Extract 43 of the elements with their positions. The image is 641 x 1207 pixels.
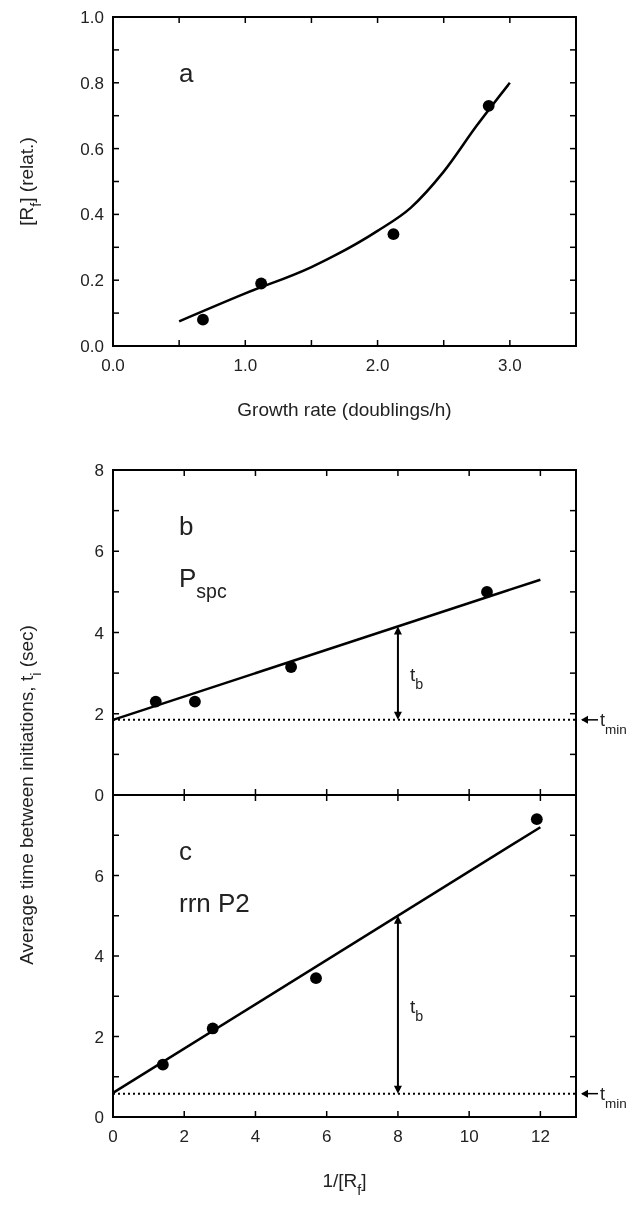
point: [197, 313, 209, 326]
annotation: rrn P2: [179, 888, 250, 918]
x-tick-label: 0: [108, 1127, 118, 1146]
x-tick-label: 2.0: [365, 356, 390, 375]
y-tick-label: 4: [94, 947, 104, 966]
annotation: P$_{spc}$: [179, 563, 227, 602]
y-tick-label: 1.0: [80, 8, 104, 27]
x-tick-label: 10: [459, 1127, 479, 1146]
y-tick-label: 0: [94, 786, 104, 805]
y-tick-label: 4: [94, 623, 104, 643]
y-tick-label: 0.4: [80, 205, 104, 225]
y-tick-label: 0: [94, 1108, 104, 1127]
point: [530, 813, 543, 826]
y-tick-label: 8: [94, 461, 104, 480]
y-tick-label: 0.0: [80, 337, 104, 356]
x-tick-label: 1.0: [233, 356, 258, 375]
annotation: t$_{b}$: [409, 995, 424, 1024]
ref-line-label: t$_{min}$: [600, 1083, 627, 1111]
y-tick-label: 0.6: [80, 139, 104, 159]
x-tick-label: 12: [530, 1127, 550, 1146]
point: [285, 661, 297, 673]
y-tick-label: 2: [94, 704, 104, 724]
annotation: c: [179, 836, 192, 866]
x-tick-label: 6: [321, 1127, 332, 1146]
point: [387, 228, 400, 241]
x-tick-label: 2: [179, 1127, 189, 1146]
y-tick-label: 6: [94, 866, 104, 886]
annotation: b: [179, 511, 194, 541]
annotation: t$_{b}$: [409, 664, 424, 693]
y-tick-label: 6: [94, 542, 104, 562]
x-tick-label: 3.0: [498, 356, 522, 375]
line-series: [177, 81, 512, 323]
annotation: a: [179, 58, 194, 88]
x-axis-title: 1/[R$_{f}$]: [322, 1170, 367, 1198]
x-axis-title: Growth rate (doublings/h): [237, 399, 452, 420]
y-tick-label: 0.2: [80, 271, 104, 291]
x-tick-label: 8: [393, 1127, 403, 1146]
point: [310, 972, 322, 985]
y-tick-label: 0.8: [80, 73, 104, 93]
x-tick-label: 4: [250, 1127, 261, 1146]
y-tick-label: 2: [94, 1027, 104, 1047]
ref-line-label: t$_{min}$: [600, 709, 627, 737]
point: [189, 695, 201, 708]
